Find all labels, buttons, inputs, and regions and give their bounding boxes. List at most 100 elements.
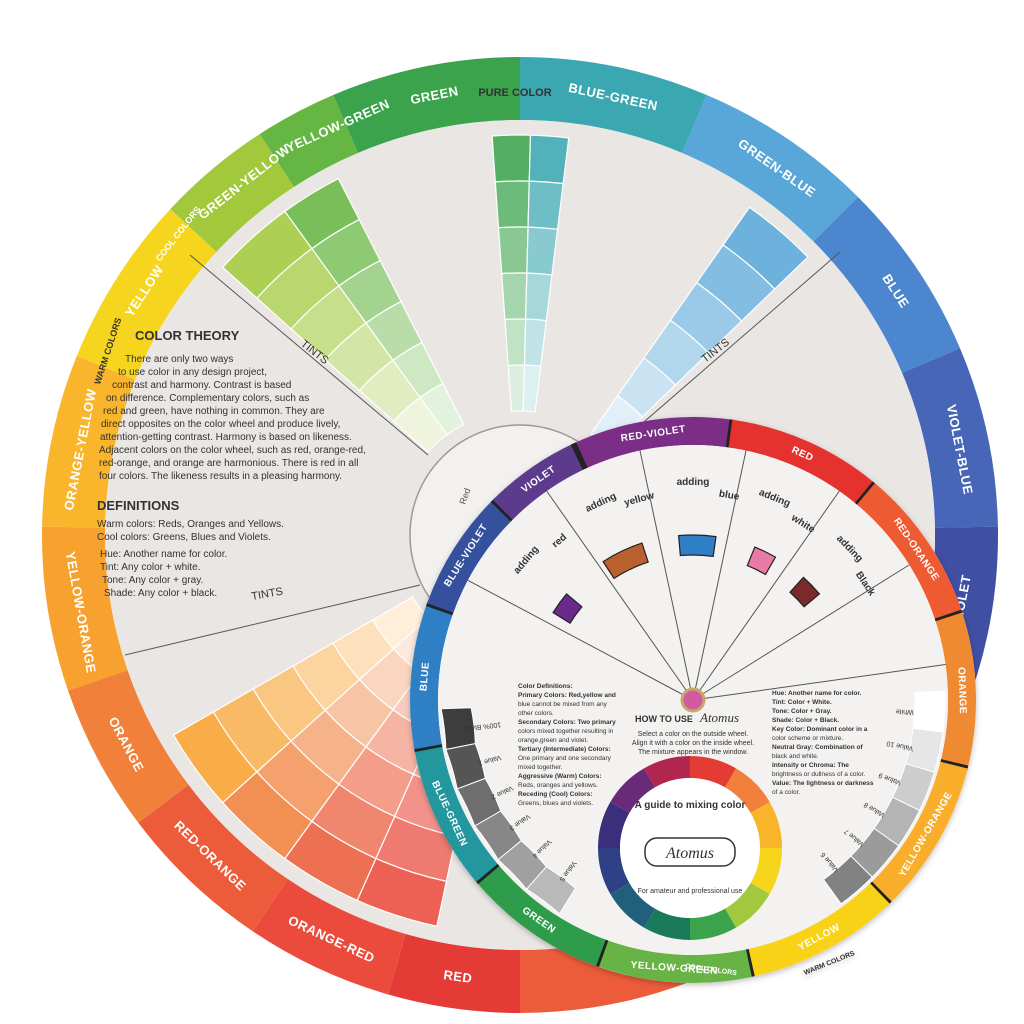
mixing-window (746, 546, 777, 576)
definition-line: Intensity or Chroma: The (772, 762, 849, 769)
definition-line: black and white. (772, 753, 819, 760)
definition-line: of a color. (772, 789, 800, 796)
definition-line: blue cannot be mixed from any (518, 701, 608, 708)
small-wheel-segment (492, 443, 586, 520)
theory-line: direct opposites on the color wheel and … (101, 419, 340, 430)
inner-ring-segment (750, 802, 782, 848)
brand-label-top: Atomus (699, 710, 739, 725)
small-wheel-segment (427, 499, 513, 613)
tint-cell (419, 382, 465, 436)
small-wheel-segment (414, 744, 498, 882)
small-wheel-segment (870, 761, 968, 904)
adding-label: adding (677, 477, 710, 488)
theory-line: red-orange, and orange are harmonious. T… (99, 458, 358, 469)
wheel-segment (170, 134, 294, 252)
guide-title: A guide to mixing color (635, 800, 746, 811)
small-wheel-segment (856, 483, 963, 622)
small-wheel-segment-label: ORANGE (955, 667, 968, 714)
definition-line: Receding (Cool) Colors: (518, 791, 592, 798)
inner-ring-segment (610, 768, 655, 813)
theory-line: on difference. Complementary colors, suc… (106, 393, 309, 404)
tint-cell (501, 272, 528, 321)
gray-value-label: 100% Black (463, 720, 501, 731)
mixing-window (552, 593, 583, 624)
wheel-segment (520, 57, 707, 153)
color-theory-title: COLOR THEORY (135, 328, 240, 343)
wheel-segment (813, 197, 961, 373)
definition-shade: Shade: Any color + black. (104, 588, 217, 599)
definition-line: Aggressive (Warm) Colors: (518, 773, 602, 780)
inner-ring-segment (598, 802, 630, 848)
small-wheel-definitions-right: Hue: Another name for color. Tint: Color … (772, 690, 874, 796)
spoke-line (546, 490, 694, 701)
small-wheel-segment-label: BLUE (418, 662, 432, 692)
theory-line: four colors. The likeness results in a p… (99, 471, 342, 482)
mixing-window (602, 542, 649, 580)
inner-badge (620, 778, 760, 918)
inner-ring-segment (690, 756, 736, 788)
instruction-line: Select a color on the outside wheel. (638, 731, 749, 738)
tint-cell (504, 318, 527, 367)
definition-line: Hue: Another name for color. (772, 690, 862, 697)
adding-color-word: blue (718, 488, 741, 502)
definition-line: Primary Colors: Red,yellow and (518, 692, 616, 699)
small-wheel-color-ring: RED-VIOLETREDRED-ORANGEORANGEYELLOW-ORAN… (410, 417, 976, 983)
mixing-window (677, 534, 717, 558)
gray-value-label: White (896, 707, 914, 715)
large-color-wheel[interactable]: GREEN BLUE-GREENGREEN-BLUEBLUEVIOLET-BLUE… (40, 55, 1000, 1015)
definition-hue: Hue: Another name for color. (100, 549, 227, 560)
inner-ring-segment (644, 908, 690, 940)
definition-tint: Tint: Any color + white. (100, 562, 201, 573)
inner-ring-segment (644, 756, 690, 788)
spoke-line (692, 564, 910, 701)
small-wheel-segment (476, 863, 606, 966)
wheel-segment (138, 784, 288, 932)
definition-warm: Warm colors: Reds, Oranges and Yellows. (97, 519, 284, 530)
inner-ring-segment (598, 848, 630, 894)
definition-line: Reds, oranges and yellows. (518, 782, 598, 789)
gray-value-cell (525, 866, 577, 915)
definition-line: Secondary Colors: Two primary (518, 719, 616, 726)
how-to-use-label: HOW TO USE (635, 714, 693, 724)
inner-ring-segment (610, 883, 655, 928)
wheel-segment-label: RED (443, 967, 474, 986)
wheel-segment (42, 526, 128, 691)
spoke-line (639, 450, 694, 701)
definition-line: brightness or dullness of a color. (772, 771, 865, 778)
gray-value-cell (822, 855, 873, 905)
instruction-line: Align it with a color on the inside whee… (632, 740, 754, 747)
tint-cell (507, 364, 526, 412)
theory-line: contrast and harmony. Contrast is based (112, 380, 291, 391)
definition-line: Color Definitions: (518, 683, 573, 690)
theory-line: red and green, have nothing in common. T… (103, 406, 325, 417)
small-mixing-wheel[interactable]: RED-VIOLETREDRED-ORANGEORANGEYELLOW-ORAN… (410, 417, 976, 983)
wheel-segment (259, 94, 358, 187)
definition-line: Neutral Gray: Combination of (772, 744, 863, 751)
mixing-window (789, 576, 821, 608)
small-wheel-segment (596, 939, 752, 983)
definition-line: Tint: Color + White. (772, 699, 832, 706)
definition-line: orange,green and violet. (518, 737, 588, 744)
definition-line: One primary and one secondary (518, 755, 612, 762)
definition-line: color scheme or mixture. (772, 735, 843, 742)
definition-line: Value: The lightness or darkness (772, 780, 874, 787)
definition-line: Tone: Color + Gray. (772, 708, 832, 715)
inner-ring-segment (750, 848, 782, 894)
wheel-segment (682, 94, 858, 242)
gray-value-cell (912, 690, 946, 733)
theory-line: There are only two ways (125, 354, 233, 365)
inner-ring-segment (690, 908, 736, 940)
spoke-line (467, 579, 694, 701)
large-wheel-color-ring: GREEN BLUE-GREENGREEN-BLUEBLUEVIOLET-BLUE… (42, 57, 998, 1013)
inner-ring-segment (725, 768, 770, 813)
definition-tone: Tone: Any color + gray. (102, 575, 203, 586)
tint-cell (491, 134, 532, 183)
spoke-line (692, 490, 840, 701)
small-wheel-definitions-left: Color Definitions: Primary Colors: Red,ye… (518, 683, 616, 807)
definition-line: other colors. (518, 710, 554, 717)
wheel-segment (76, 209, 217, 380)
inner-ring-segment (725, 883, 770, 928)
large-wheel-tint-wedges (172, 134, 809, 927)
wheel-segment (902, 348, 998, 528)
